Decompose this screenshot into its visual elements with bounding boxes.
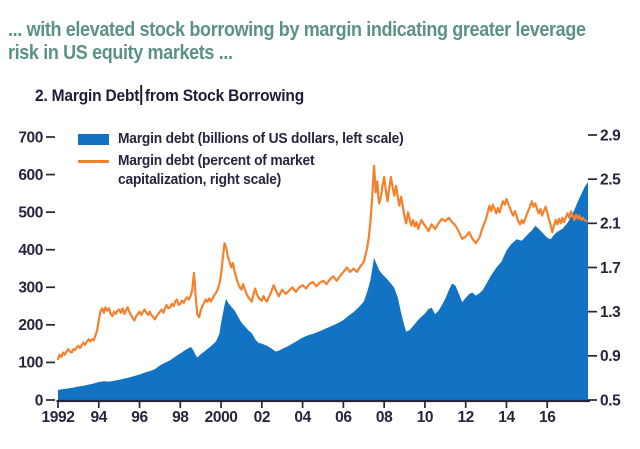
chart-title[interactable]: 2. Margin Debt from Stock Borrowing — [35, 85, 304, 106]
left-axis-label: 700 — [18, 129, 43, 146]
x-axis-label: 96 — [131, 409, 148, 426]
right-axis: 0.5 0.9 1.3 1.7 2.1 2.5 2.9 — [588, 127, 622, 409]
legend: Margin debt (billions of US dollars, lef… — [78, 130, 419, 193]
legend-label-billions: Margin debt (billions of US dollars, lef… — [118, 131, 404, 147]
x-axis-label: 94 — [91, 409, 108, 426]
x-axis-label: 10 — [417, 409, 433, 426]
left-axis-label: 600 — [18, 167, 43, 184]
chart-title-before-cursor: 2. Margin Debt — [35, 87, 140, 105]
text-cursor — [140, 85, 143, 105]
legend-swatch-line-orange — [78, 160, 109, 163]
line-series-margin-debt-percent — [56, 164, 588, 361]
left-axis-label: 0 — [35, 392, 43, 409]
x-axis-label: 2000 — [205, 409, 238, 426]
right-axis-label: 2.9 — [600, 127, 621, 144]
x-axis-label: 14 — [498, 409, 515, 426]
left-axis-label: 400 — [18, 242, 43, 259]
x-axis-label: 16 — [539, 409, 556, 426]
x-axis-label: 1992 — [42, 409, 75, 426]
left-axis: 0 100 200 300 400 500 600 700 — [18, 129, 55, 409]
right-axis-label: 0.5 — [600, 392, 621, 409]
area-series-margin-debt-billions — [58, 182, 588, 400]
left-axis-label: 200 — [18, 317, 43, 334]
x-axis-label: 02 — [254, 409, 270, 426]
legend-label-percent-line2: capitalization, right scale) — [118, 172, 282, 188]
legend-label-percent: Margin debt (percent of market capitaliz… — [118, 152, 315, 190]
right-axis-label: 1.7 — [600, 260, 620, 277]
left-axis-label: 500 — [18, 204, 43, 221]
legend-label-percent-line1: Margin debt (percent of market — [118, 153, 315, 169]
legend-item-margin-debt-percent: Margin debt (percent of market capitaliz… — [78, 152, 419, 190]
x-axis-label: 12 — [457, 409, 473, 426]
figure-caption-line1: ... with elevated stock borrowing by mar… — [8, 19, 586, 41]
right-axis-label: 2.5 — [600, 171, 621, 188]
x-axis-label: 08 — [376, 409, 393, 426]
margin-debt-area — [58, 182, 588, 400]
legend-swatch-area-blue — [78, 134, 109, 145]
left-axis-label: 300 — [18, 280, 43, 297]
margin-debt-percent-line — [56, 164, 588, 361]
x-axis-label: 06 — [335, 409, 352, 426]
chart-title-after-cursor: from Stock Borrowing — [144, 87, 304, 105]
x-axis: 1992 94 96 98 2000 02 04 06 08 10 12 14 16 — [42, 399, 590, 426]
x-axis-label: 98 — [172, 409, 189, 426]
figure-caption: ... with elevated stock borrowing by mar… — [8, 19, 586, 65]
right-axis-label: 0.9 — [600, 348, 621, 365]
figure-caption-line2: risk in US equity markets ... — [8, 42, 233, 64]
right-axis-label: 1.3 — [600, 304, 621, 321]
x-axis-label: 04 — [294, 409, 311, 426]
right-axis-label: 2.1 — [600, 216, 621, 233]
legend-item-margin-debt-billions: Margin debt (billions of US dollars, lef… — [78, 130, 419, 149]
left-axis-label: 100 — [18, 355, 43, 372]
